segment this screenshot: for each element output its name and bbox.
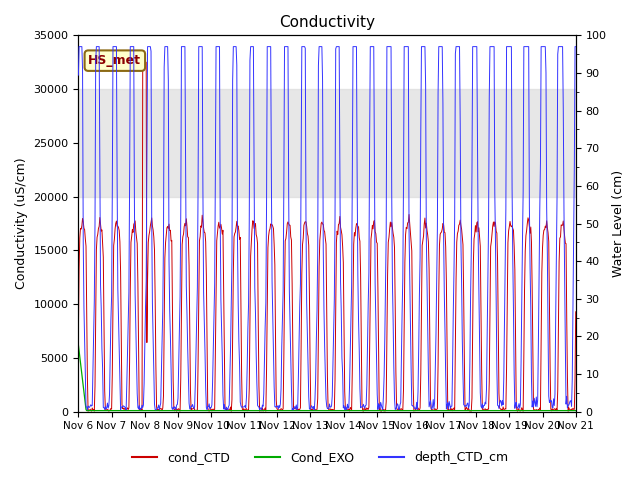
Y-axis label: Conductivity (uS/cm): Conductivity (uS/cm) [15,158,28,289]
Y-axis label: Water Level (cm): Water Level (cm) [612,170,625,277]
Legend: cond_CTD, Cond_EXO, depth_CTD_cm: cond_CTD, Cond_EXO, depth_CTD_cm [127,446,513,469]
Bar [79,89,576,197]
Text: HS_met: HS_met [88,54,141,67]
Title: Conductivity: Conductivity [279,15,375,30]
